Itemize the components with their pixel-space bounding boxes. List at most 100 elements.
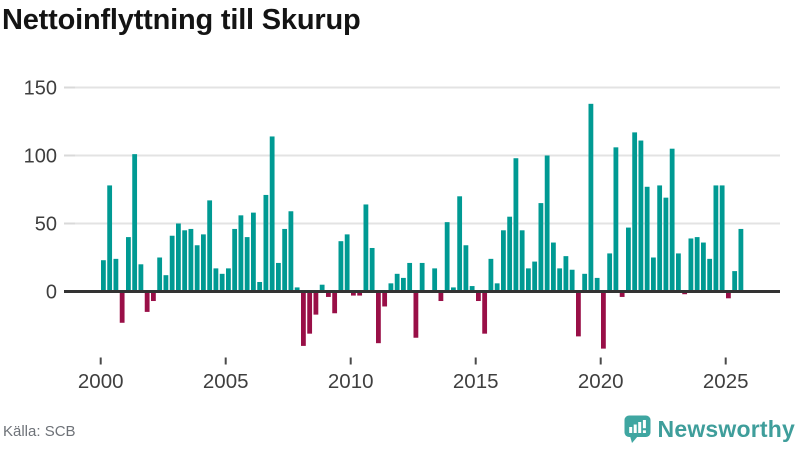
bar [419, 262, 425, 292]
bar [588, 103, 594, 292]
bar [457, 196, 463, 292]
bar [288, 211, 294, 292]
y-axis-tick-label: 100 [24, 146, 57, 168]
y-axis-tick-label: 0 [46, 282, 57, 304]
bar [707, 258, 713, 292]
bar [113, 258, 119, 292]
x-axis-tick-label: 2020 [578, 370, 624, 393]
bar [494, 283, 500, 292]
bar [688, 238, 694, 292]
bar [701, 242, 706, 292]
bar [382, 291, 388, 307]
bar [738, 228, 744, 292]
bar [269, 136, 275, 292]
bar [482, 291, 488, 334]
bar [726, 291, 731, 299]
source-label: Källa: SCB [3, 423, 76, 440]
bar [369, 247, 375, 292]
bar [694, 237, 700, 292]
bar [663, 197, 669, 292]
bar [157, 257, 163, 292]
bar [188, 228, 194, 292]
bar [213, 268, 219, 292]
bar [563, 256, 569, 292]
bar [532, 261, 538, 292]
x-axis-tick-label: 2000 [78, 370, 124, 393]
bar [638, 140, 644, 292]
bar [569, 269, 575, 292]
bar [644, 186, 650, 292]
bar [282, 228, 288, 292]
bar [451, 287, 456, 292]
x-axis-tick-label: 2015 [453, 370, 499, 393]
bar [251, 212, 256, 292]
bar [232, 228, 238, 292]
bar [119, 291, 125, 323]
bar [526, 268, 531, 292]
newsworthy-logo-text: Newsworthy [657, 416, 795, 442]
bar [544, 155, 550, 292]
bar [182, 230, 188, 292]
bar [219, 273, 225, 292]
bar [294, 287, 300, 292]
bar [276, 262, 281, 292]
bar [463, 245, 469, 292]
bar [126, 237, 131, 292]
bar [513, 158, 519, 292]
bar [651, 257, 656, 292]
bar [307, 291, 313, 334]
bar [657, 185, 663, 292]
bar [601, 291, 606, 349]
bar [238, 215, 244, 292]
bar [344, 234, 350, 292]
bar [551, 242, 556, 292]
bar [557, 268, 563, 292]
bar [488, 258, 494, 292]
bar [176, 223, 181, 292]
bar [413, 291, 419, 338]
bar [201, 234, 206, 292]
bar [407, 262, 413, 292]
bar [732, 271, 738, 292]
newsworthy-logo[interactable]: Newsworthy [624, 415, 795, 444]
bar [519, 230, 525, 292]
x-axis-tick-label: 2010 [328, 370, 374, 393]
bar [376, 291, 381, 344]
bar [576, 291, 581, 337]
bar [476, 291, 481, 302]
bar [607, 253, 613, 292]
x-axis-tick-label: 2025 [703, 370, 749, 393]
bar [719, 185, 725, 292]
x-axis-labels: 2000 2005 2010 2015 2020 2025 [78, 370, 749, 393]
chart-title: Nettoinflyttning till Skurup [2, 4, 361, 36]
bar [507, 216, 513, 292]
y-axis-labels: 0 50 100 150 [24, 78, 57, 304]
bar [313, 291, 319, 315]
bar [132, 154, 138, 292]
bar [444, 222, 450, 292]
bar [394, 273, 400, 292]
bar [401, 277, 406, 292]
bar [263, 194, 269, 292]
bar [363, 204, 369, 292]
bar [351, 291, 356, 296]
bar [107, 185, 113, 292]
bar [619, 291, 625, 297]
bar [151, 291, 156, 302]
bar [357, 291, 363, 296]
bar [138, 264, 144, 292]
bar [338, 241, 344, 292]
bar [676, 253, 681, 292]
bars [101, 103, 744, 349]
bar [101, 260, 106, 292]
bar [632, 132, 638, 292]
y-axis-tick-label: 50 [35, 214, 57, 236]
bar [244, 237, 250, 292]
bar [332, 291, 338, 314]
bar [194, 245, 200, 292]
bar [207, 200, 213, 292]
bar [438, 291, 444, 302]
bar [257, 281, 263, 292]
